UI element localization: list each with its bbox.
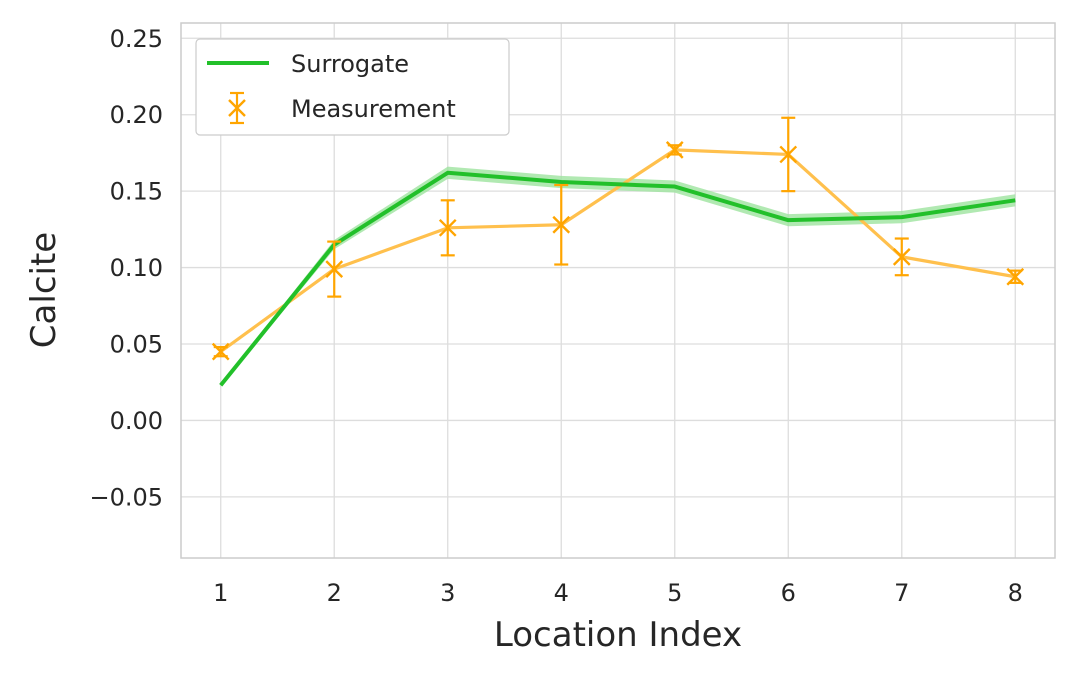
- y-tick-label: 0.10: [110, 254, 163, 282]
- legend-surrogate-label: Surrogate: [291, 50, 409, 78]
- x-axis-label: Location Index: [494, 615, 742, 655]
- x-tick-label: 3: [440, 579, 455, 607]
- measurement-point: [1006, 267, 1025, 286]
- y-tick-labels: −0.05 0.00 0.05 0.10 0.15 0.20 0.25: [89, 25, 163, 512]
- legend-measurement-label: Measurement: [291, 95, 456, 123]
- surrogate-band: [220, 166, 1016, 387]
- legend-measurement-swatch: [228, 91, 246, 125]
- plot-frame: [180, 22, 1056, 559]
- measurement-point: [779, 145, 798, 164]
- surrogate-band-area: [220, 166, 1016, 387]
- x-tick-label: 7: [894, 579, 909, 607]
- measurement-errorbars: [211, 116, 1025, 361]
- series-lines: [219, 148, 1016, 387]
- measurement-point: [325, 260, 344, 278]
- measurement-point: [665, 141, 684, 159]
- legend-marker: [228, 99, 246, 117]
- x-tick-label: 5: [667, 579, 682, 607]
- x-tick-label: 6: [781, 579, 796, 607]
- y-axis-label: Calcite: [24, 232, 64, 348]
- legend: Surrogate Measurement: [195, 38, 510, 136]
- legend-box: [195, 38, 510, 136]
- x-tick-label: 2: [327, 579, 342, 607]
- measurement-point: [211, 342, 230, 361]
- y-tick-label: 0.15: [110, 178, 163, 206]
- x-tick-labels: 1 2 3 4 5 6 7 8: [213, 579, 1023, 607]
- x-tick-label: 1: [213, 579, 228, 607]
- x-tick-label: 8: [1008, 579, 1023, 607]
- measurement-point: [438, 218, 457, 237]
- measurement-point: [892, 248, 911, 266]
- measurement-point: [552, 215, 571, 234]
- y-tick-label: 0.20: [110, 101, 163, 129]
- x-tick-label: 4: [554, 579, 569, 607]
- measurement-line: [219, 148, 1016, 353]
- surrogate-line: [219, 170, 1016, 387]
- y-tick-label: −0.05: [89, 483, 163, 511]
- y-tick-label: 0.05: [110, 331, 163, 359]
- y-tick-label: 0.00: [110, 407, 163, 435]
- y-tick-label: 0.25: [110, 25, 163, 53]
